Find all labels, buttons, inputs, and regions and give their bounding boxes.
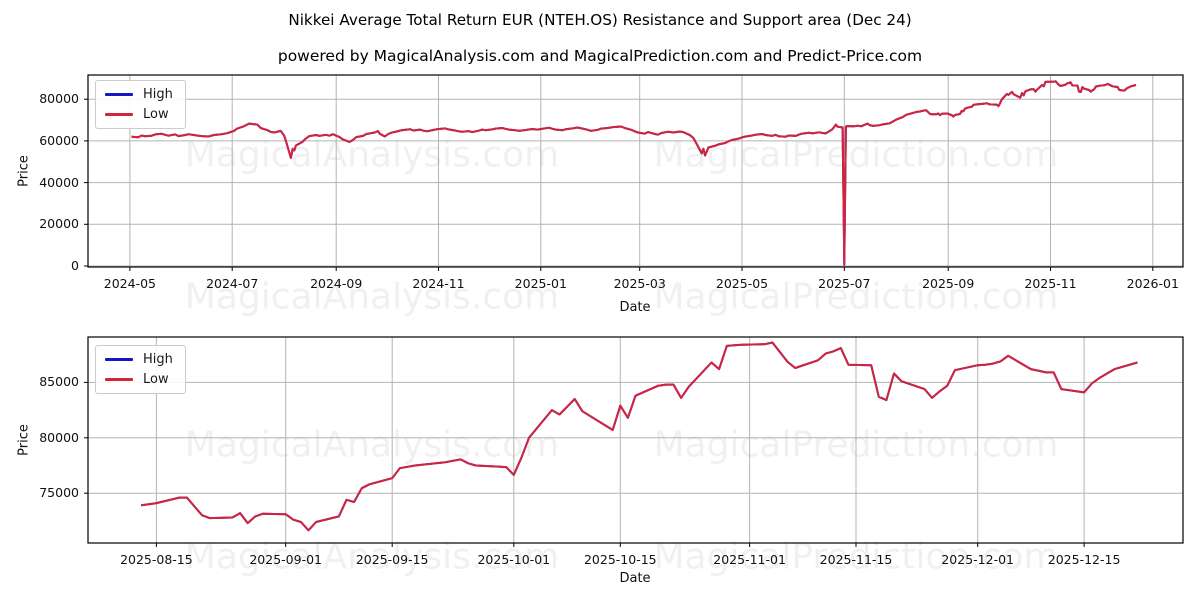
high-line-swatch (105, 358, 133, 361)
top-chart-xlabel: Date (619, 300, 651, 315)
chart-title: Nikkei Average Total Return EUR (NTEH.OS… (288, 11, 912, 29)
legend-row-high: High (105, 353, 173, 366)
top-chart-frame (87, 74, 1184, 268)
bottom-chart-frame (87, 336, 1184, 544)
legend-row-high: High (105, 88, 173, 101)
watermark-text: MagicalPrediction.com (653, 276, 1059, 318)
legend-label-low: Low (143, 372, 169, 387)
watermark-text: MagicalAnalysis.com (184, 424, 560, 466)
top-chart-low-line (131, 80, 1137, 266)
legend-row-low: Low (105, 373, 173, 386)
top-chart-high-line (131, 80, 1137, 266)
legend-label-high: High (143, 87, 173, 102)
top-y-tick-label: 80000 (39, 91, 79, 107)
bottom-x-tick-label: 2025-12-01 (941, 552, 1015, 567)
top-x-tick-label: 2025-07 (818, 276, 871, 291)
top-x-tick-label: 2025-09 (922, 276, 975, 291)
top-y-tick-label: 0 (71, 257, 79, 273)
top-x-tick-label: 2024-05 (103, 276, 157, 291)
bottom-x-tick-label: 2025-12-15 (1047, 552, 1121, 567)
top-x-tick-label: 2025-03 (613, 276, 666, 291)
top-chart-legend: High Low (95, 80, 186, 129)
bottom-x-tick-label: 2025-10-15 (583, 552, 657, 567)
top-x-tick-label: 2026-01 (1126, 276, 1179, 291)
legend-row-low: Low (105, 108, 173, 121)
chart-subtitle: powered by MagicalAnalysis.com and Magic… (277, 47, 923, 65)
high-line-swatch (105, 93, 133, 96)
top-y-tick-label: 20000 (39, 216, 79, 232)
top-x-tick-label: 2025-05 (715, 276, 769, 291)
bottom-chart-high-line (141, 341, 1138, 532)
bottom-y-tick-label: 75000 (39, 485, 79, 501)
watermark-text: MagicalAnalysis.com (184, 276, 560, 318)
top-y-tick-label: 60000 (39, 132, 79, 148)
bottom-x-tick-label: 2025-11-15 (819, 552, 893, 567)
top-x-tick-label: 2024-11 (412, 276, 465, 291)
top-chart-ylabel: Price (16, 155, 32, 187)
bottom-y-tick-label: 85000 (39, 374, 79, 390)
top-x-tick-label: 2025-11 (1024, 276, 1077, 291)
bottom-x-tick-label: 2025-09-15 (355, 552, 429, 567)
top-x-tick-label: 2024-07 (206, 276, 259, 291)
top-x-tick-label: 2025-01 (514, 276, 567, 291)
bottom-x-tick-label: 2025-09-01 (249, 552, 323, 567)
top-x-tick-label: 2024-09 (310, 276, 363, 291)
legend-label-low: Low (143, 107, 169, 122)
bottom-y-tick-label: 80000 (39, 429, 79, 445)
low-line-swatch (105, 378, 133, 381)
bottom-x-tick-label: 2025-08-15 (120, 552, 193, 567)
top-y-tick-label: 40000 (39, 174, 79, 190)
bottom-chart-xlabel: Date (619, 571, 651, 586)
legend-label-high: High (143, 352, 173, 367)
bottom-chart-legend: High Low (95, 345, 186, 394)
bottom-x-tick-label: 2025-11-01 (713, 552, 786, 567)
bottom-chart-low-line (141, 341, 1138, 532)
bottom-x-tick-label: 2025-10-01 (477, 552, 551, 567)
low-line-swatch (105, 113, 133, 116)
bottom-chart-ylabel: Price (16, 424, 32, 456)
